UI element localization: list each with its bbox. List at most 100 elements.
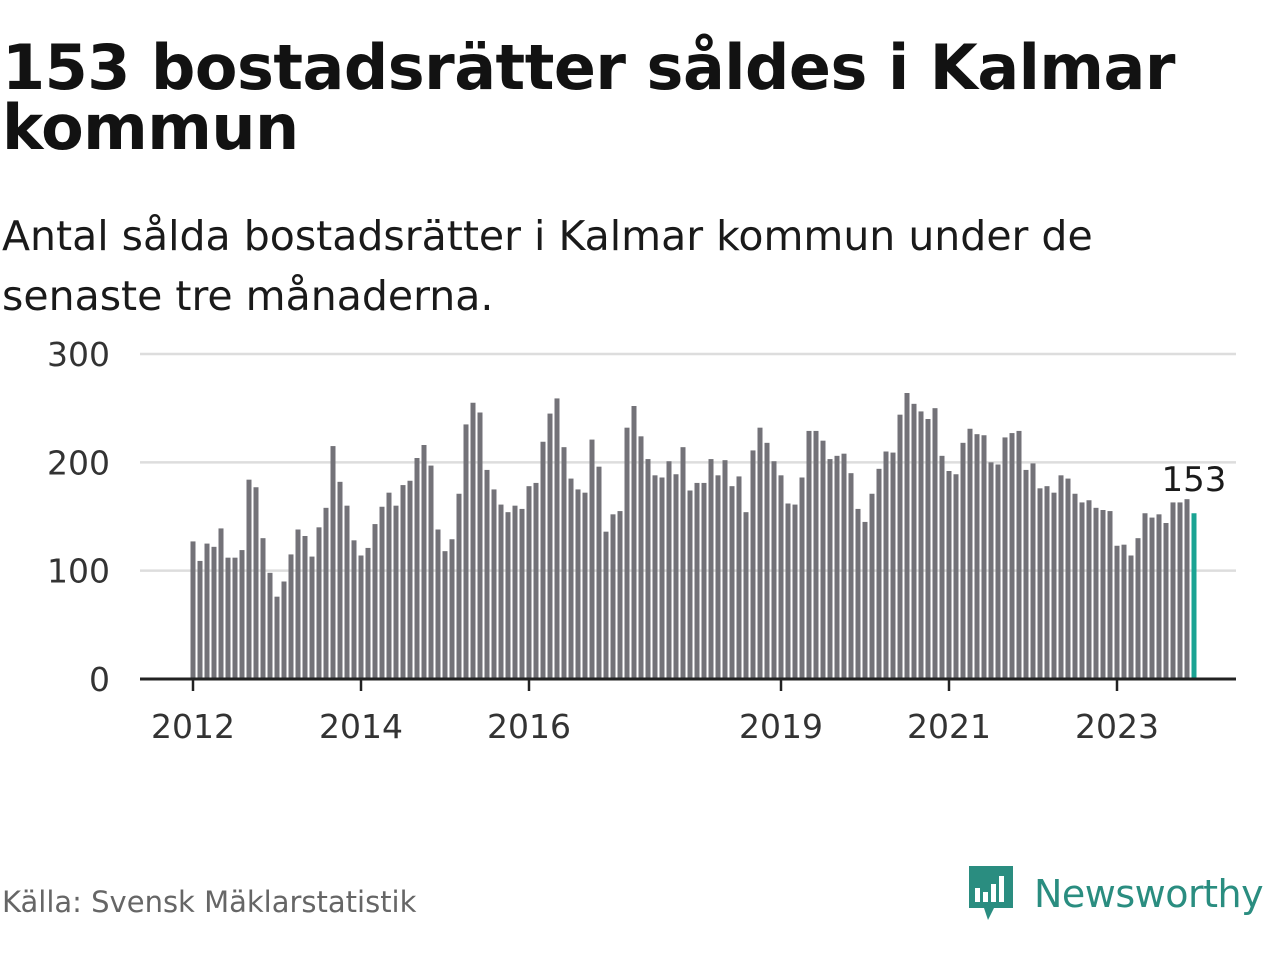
bar bbox=[729, 486, 735, 679]
newsworthy-logo: Newsworthy bbox=[966, 864, 1264, 924]
bar bbox=[295, 529, 301, 679]
bar bbox=[1016, 430, 1022, 679]
source-note: Källa: Svensk Mäklarstatistik bbox=[2, 885, 417, 919]
bar bbox=[673, 474, 679, 679]
bar bbox=[932, 408, 938, 679]
bar bbox=[876, 468, 882, 679]
bar bbox=[547, 413, 553, 679]
bar bbox=[316, 527, 322, 679]
bar bbox=[1114, 545, 1120, 679]
bar bbox=[736, 476, 742, 679]
bar bbox=[1184, 499, 1190, 679]
bar bbox=[1100, 510, 1106, 679]
bar bbox=[974, 434, 980, 679]
bar bbox=[890, 452, 896, 679]
bar bbox=[197, 560, 203, 679]
bar bbox=[582, 492, 588, 679]
bar bbox=[491, 489, 497, 679]
bar bbox=[463, 424, 469, 679]
bar bbox=[253, 487, 259, 679]
bar bbox=[610, 514, 616, 679]
y-tick-label-300: 300 bbox=[47, 335, 110, 374]
bar bbox=[694, 482, 700, 679]
bar bbox=[533, 482, 539, 679]
bar bbox=[1135, 538, 1141, 679]
bar bbox=[792, 504, 798, 679]
bar bbox=[939, 455, 945, 679]
bar bbox=[638, 436, 644, 679]
bar bbox=[379, 506, 385, 679]
bar bbox=[519, 508, 525, 679]
bar bbox=[834, 455, 840, 679]
bar bbox=[617, 511, 623, 679]
bar bbox=[1107, 511, 1113, 679]
bar bbox=[1128, 555, 1134, 679]
bar bbox=[246, 479, 252, 679]
bar bbox=[722, 460, 728, 679]
x-tick-label-2012: 2012 bbox=[151, 707, 235, 746]
y-tick-label-100: 100 bbox=[47, 552, 110, 591]
bar bbox=[841, 453, 847, 679]
bar bbox=[918, 411, 924, 679]
bar bbox=[666, 461, 672, 679]
bar bbox=[1093, 507, 1099, 679]
x-axis-ticks: 2012 2014 2016 2019 2021 2023 bbox=[151, 679, 1159, 746]
bar bbox=[1065, 478, 1071, 679]
bar bbox=[204, 543, 210, 679]
bar bbox=[953, 474, 959, 679]
bar bbox=[1030, 463, 1036, 679]
bar bbox=[799, 477, 805, 679]
bar bbox=[309, 556, 315, 679]
bar bbox=[1086, 500, 1092, 679]
bar bbox=[820, 440, 826, 679]
bar bbox=[855, 508, 861, 679]
bar bbox=[911, 403, 917, 679]
highlight-value-label: 153 bbox=[1162, 460, 1227, 500]
bar bbox=[1149, 517, 1155, 679]
bar bbox=[862, 521, 868, 679]
bar bbox=[344, 505, 350, 679]
bar bbox=[806, 430, 812, 679]
bar-chart: 0 100 200 300 2012 2014 2016 2019 2021 2023 153 bbox=[47, 335, 1236, 746]
bar bbox=[624, 427, 630, 679]
bar bbox=[386, 492, 392, 679]
bar bbox=[701, 482, 707, 679]
bar bbox=[484, 469, 490, 679]
bar bbox=[883, 451, 889, 679]
bars bbox=[190, 393, 1197, 679]
bar-highlight bbox=[1191, 513, 1197, 679]
chart-title: 153 bostadsrätter såldes i Kalmar kommun bbox=[2, 31, 1175, 164]
bar bbox=[652, 475, 658, 679]
bar bbox=[827, 459, 833, 679]
bar bbox=[288, 554, 294, 679]
bar bbox=[813, 430, 819, 679]
bar bbox=[372, 524, 378, 679]
bar bbox=[260, 538, 266, 679]
bar bbox=[351, 540, 357, 679]
x-tick-label-2016: 2016 bbox=[487, 707, 571, 746]
bar bbox=[568, 478, 574, 679]
bar bbox=[477, 412, 483, 679]
bar bbox=[1002, 437, 1008, 679]
bar bbox=[323, 507, 329, 679]
brand-name: Newsworthy bbox=[1034, 872, 1264, 916]
x-tick-label-2021: 2021 bbox=[907, 707, 991, 746]
bar bbox=[218, 528, 224, 679]
y-axis-tick-labels: 0 100 200 300 bbox=[47, 335, 110, 699]
bar bbox=[715, 475, 721, 679]
bar bbox=[540, 441, 546, 679]
bar bbox=[757, 427, 763, 679]
bar bbox=[1023, 469, 1029, 679]
bar bbox=[414, 458, 420, 679]
bar bbox=[680, 447, 686, 679]
bar bbox=[274, 596, 280, 679]
bar bbox=[302, 536, 308, 679]
bar bbox=[869, 493, 875, 679]
bar bbox=[449, 539, 455, 679]
x-tick-label-2023: 2023 bbox=[1075, 707, 1159, 746]
bar bbox=[1142, 513, 1148, 679]
bar bbox=[981, 435, 987, 679]
bar bbox=[988, 462, 994, 679]
bar bbox=[232, 557, 238, 679]
bar bbox=[1170, 502, 1176, 679]
